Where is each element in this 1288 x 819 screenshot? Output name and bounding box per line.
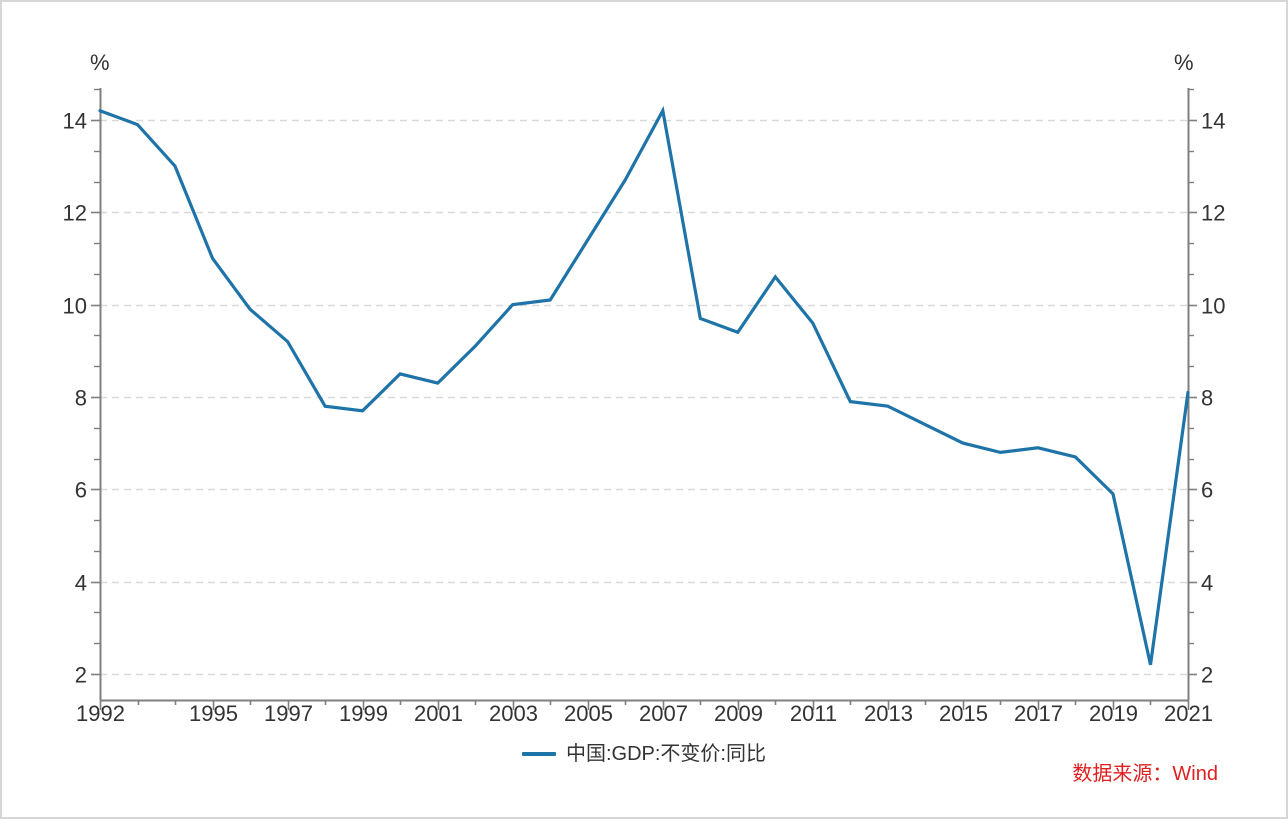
x-tick-label: 2009: [714, 701, 763, 726]
x-tick-label: 1999: [339, 701, 388, 726]
y-tick-label-left: 14: [63, 109, 87, 134]
y-tick-label-right: 14: [1201, 109, 1225, 134]
x-tick-label: 2013: [864, 701, 913, 726]
gdp-series-line: [98, 105, 1190, 666]
y-tick-label-right: 4: [1201, 571, 1213, 596]
y-tick-label-left: 6: [75, 478, 87, 503]
y-tick-label-right: 2: [1201, 663, 1213, 688]
chart-legend: 中国:GDP:不变价:同比: [0, 742, 1288, 766]
x-tick-label: 2017: [1014, 701, 1063, 726]
x-tick-label: 2001: [414, 701, 463, 726]
x-tick-label: 1995: [189, 701, 238, 726]
y-tick-label-left: 10: [63, 294, 87, 319]
legend-series-label: 中国:GDP:不变价:同比: [565, 743, 766, 765]
y-tick-label-left: 12: [63, 201, 87, 226]
x-tick-label: 1997: [264, 701, 313, 726]
x-tick-label: 2007: [639, 701, 688, 726]
y-axis-unit-left: %: [90, 50, 110, 75]
x-tick-label: 2003: [489, 701, 538, 726]
y-tick-label-right: 8: [1201, 386, 1213, 411]
data-source-note: 数据来源：Wind: [1072, 763, 1218, 785]
y-tick-label-right: 6: [1201, 478, 1213, 503]
y-tick-label-right: 10: [1201, 294, 1225, 319]
x-tick-label: 2015: [939, 701, 988, 726]
y-tick-label-right: 12: [1201, 201, 1225, 226]
legend-line-swatch: [521, 752, 556, 756]
y-tick-label-left: 2: [75, 663, 87, 688]
y-tick-label-left: 4: [75, 571, 87, 596]
x-tick-label: 2019: [1089, 701, 1138, 726]
y-axis-unit-right: %: [1174, 50, 1194, 75]
y-tick-label-left: 8: [75, 386, 87, 411]
x-tick-label: 2011: [790, 701, 837, 726]
x-tick-label: 1992: [76, 701, 125, 726]
x-tick-label: 2021: [1164, 701, 1213, 726]
x-tick-label: 2005: [564, 701, 613, 726]
